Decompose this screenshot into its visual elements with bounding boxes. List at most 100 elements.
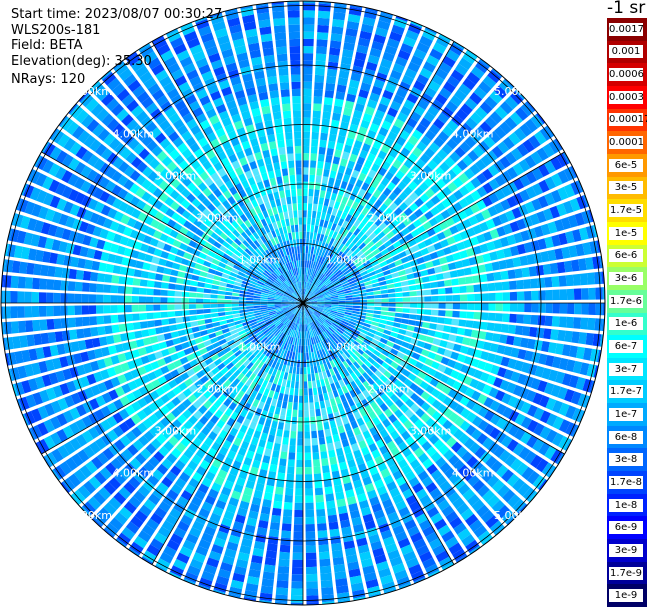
ppi-cell [344, 271, 353, 278]
ppi-cell [470, 177, 482, 189]
ppi-cell [283, 342, 288, 350]
ppi-cell [453, 361, 463, 371]
ppi-cell [221, 209, 231, 219]
ppi-cell [420, 231, 430, 240]
ppi-cell [209, 263, 218, 270]
ppi-cell [207, 362, 217, 371]
ppi-cell [339, 345, 346, 353]
ppi-cell [370, 204, 379, 214]
ppi-cell [377, 231, 386, 240]
ppi-cell [123, 371, 134, 382]
ppi-cell [471, 390, 482, 401]
ppi-cell [439, 374, 450, 384]
ppi-cell [383, 253, 392, 260]
ppi-cell [137, 251, 147, 261]
ppi-cell [295, 275, 299, 283]
ppi-cell [265, 268, 273, 275]
ppi-cell [179, 56, 193, 68]
ppi-cell [452, 252, 462, 261]
ppi-cell [544, 276, 553, 288]
ppi-cell [471, 499, 485, 512]
ppi-cell [323, 479, 332, 488]
ppi-cell [337, 218, 345, 227]
ppi-cell [201, 232, 210, 241]
ppi-cell [133, 220, 143, 231]
ppi-cell [374, 156, 384, 167]
ppi-cell [359, 408, 368, 417]
ppi-cell [183, 420, 194, 431]
ppi-cell [297, 289, 301, 297]
ppi-cell [106, 98, 120, 112]
ppi-cell [471, 329, 480, 339]
ppi-cell [455, 335, 464, 344]
ppi-cell [224, 291, 233, 296]
ppi-cell [146, 227, 156, 237]
ppi-cell [282, 273, 288, 280]
ppi-cell [280, 348, 286, 357]
ppi-cell [304, 324, 306, 332]
ppi-cell [381, 265, 390, 272]
ppi-cell [143, 363, 153, 373]
ppi-cell [410, 297, 418, 302]
ppi-cell [311, 239, 316, 247]
ppi-cell [319, 333, 325, 341]
ppi-cell [113, 211, 124, 222]
ppi-cell [265, 441, 274, 450]
ppi-cell [488, 387, 499, 398]
ppi-cell [421, 441, 432, 452]
ppi-cell [551, 316, 560, 327]
ppi-cell [139, 71, 153, 84]
ppi-cell [182, 398, 192, 409]
ppi-cell [539, 126, 553, 141]
ppi-cell [360, 256, 369, 264]
ppi-cell [166, 236, 175, 245]
ppi-cell [399, 164, 410, 175]
ppi-cell [463, 356, 473, 365]
ppi-cell [135, 65, 149, 78]
ppi-cell [273, 391, 279, 400]
ppi-cell [285, 365, 290, 373]
ppi-cell [446, 377, 456, 387]
ppi-cell [310, 153, 317, 161]
ppi-cell [349, 192, 357, 201]
ppi-cell [492, 215, 503, 227]
ppi-cell [248, 316, 256, 321]
ppi-cell [305, 509, 315, 518]
ppi-cell [192, 437, 203, 448]
ppi-cell [88, 294, 97, 303]
ppi-cell [334, 484, 344, 493]
ppi-cell [445, 510, 459, 523]
ppi-cell [165, 173, 176, 184]
ppi-cell [232, 521, 244, 531]
ppi-cell [518, 446, 531, 460]
ppi-cell [178, 81, 191, 93]
ppi-cell [17, 365, 28, 379]
ppi-cell [130, 515, 144, 529]
ppi-cell [283, 294, 290, 298]
ppi-cell [186, 69, 199, 81]
ppi-cell [393, 94, 405, 105]
ppi-cell [311, 276, 316, 284]
ppi-cell [554, 219, 565, 232]
ppi-cell [408, 319, 416, 326]
ppi-cell [174, 297, 182, 303]
ppi-cell [320, 451, 328, 459]
ppi-cell [310, 314, 316, 321]
ppi-cell [364, 483, 375, 493]
ppi-cell [289, 305, 297, 309]
ppi-cell [346, 274, 354, 280]
ppi-cell [292, 268, 296, 276]
ppi-cell [373, 78, 385, 89]
ppi-cell [316, 308, 323, 312]
ppi-cell [331, 299, 339, 302]
ppi-cell [390, 124, 401, 135]
ppi-cell [318, 197, 325, 205]
ppi-cell [346, 554, 358, 564]
ppi-cell [36, 189, 48, 204]
ppi-cell [558, 419, 571, 433]
ppi-cell [148, 413, 159, 425]
ppi-cell [257, 255, 265, 263]
ppi-cell [518, 159, 531, 172]
ppi-cell [323, 292, 331, 297]
ppi-cell [319, 565, 332, 574]
